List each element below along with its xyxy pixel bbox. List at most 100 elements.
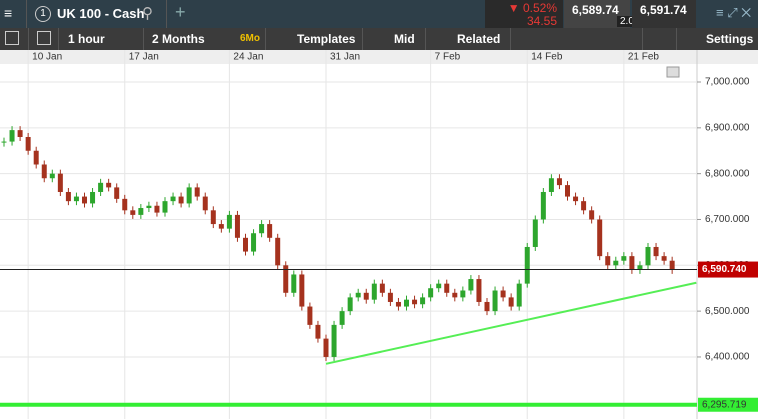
change-box: ▼ 0.52% 34.55 <box>485 0 563 28</box>
candle <box>428 288 434 298</box>
candle <box>114 187 120 199</box>
candle <box>98 182 104 192</box>
candle <box>275 237 281 266</box>
candle <box>9 130 15 142</box>
y-tick-label: 6,500.000 <box>705 306 750 317</box>
candle <box>484 301 490 312</box>
candle <box>363 292 369 300</box>
candle <box>347 297 353 312</box>
candle <box>573 196 579 202</box>
change-abs: 34.55 <box>526 14 557 28</box>
price-axis-bg <box>697 64 758 419</box>
range-badge[interactable]: 6Mo <box>240 33 260 44</box>
sell-box[interactable]: 6,589.74 <box>564 0 630 28</box>
candle <box>267 224 273 238</box>
candle <box>186 187 192 204</box>
candle <box>178 196 184 204</box>
candle <box>500 290 506 298</box>
candle <box>299 274 305 307</box>
candle <box>387 292 393 302</box>
candle <box>669 260 675 270</box>
candle <box>404 299 409 307</box>
candle <box>532 219 538 247</box>
candle <box>661 256 667 261</box>
candle <box>307 306 313 325</box>
candle <box>355 292 361 298</box>
candle <box>460 290 466 298</box>
candle <box>613 260 619 266</box>
window-icons[interactable]: ≡ ⤢ ✕ <box>716 5 752 20</box>
support-label-box <box>698 397 758 412</box>
related[interactable]: Related <box>457 32 501 46</box>
menu-icon[interactable]: ≡ <box>4 5 13 21</box>
candle <box>122 198 128 211</box>
layout-icon[interactable] <box>5 31 19 45</box>
candle <box>339 311 345 325</box>
candle <box>492 290 498 312</box>
candle <box>371 283 377 300</box>
candle <box>645 246 651 266</box>
chart: 6,400.0006,500.0006,600.0006,700.0006,80… <box>0 50 758 419</box>
candle <box>629 256 635 270</box>
instrument-bar: ≡ 1 UK 100 - Cash ⚲ + ▼ 0.52% 34.55 6,58… <box>0 0 758 28</box>
interval[interactable]: 1 hour <box>68 32 105 46</box>
add-tab[interactable]: + <box>175 2 186 22</box>
candle <box>57 173 63 192</box>
candle <box>516 283 522 307</box>
buy-price[interactable]: 6,591.74 <box>640 3 687 17</box>
price-type[interactable]: Mid <box>394 32 415 46</box>
candle <box>202 196 208 211</box>
price-label: 6,590.740 <box>702 264 747 275</box>
range[interactable]: 2 Months <box>152 32 205 46</box>
candle <box>25 136 31 151</box>
search-icon[interactable]: ⚲ <box>142 5 153 22</box>
instrument-name[interactable]: UK 100 - Cash <box>57 6 145 21</box>
x-tick-label: 14 Feb <box>531 52 563 63</box>
candle <box>589 210 595 220</box>
settings[interactable]: Settings <box>706 32 754 46</box>
candle <box>331 324 337 357</box>
candle <box>315 324 321 339</box>
templates[interactable]: Templates <box>297 32 356 46</box>
candle <box>1 141 7 143</box>
y-tick-label: 6,700.000 <box>705 214 750 225</box>
date-axis-bg <box>0 50 758 64</box>
candle <box>146 205 152 209</box>
buy-box[interactable]: 6,591.74 <box>632 0 696 28</box>
support-label: 6,295.719 <box>702 399 747 410</box>
candle <box>49 173 55 179</box>
candle <box>653 246 659 257</box>
candle <box>283 265 289 293</box>
candle <box>106 182 112 188</box>
candle <box>41 164 47 179</box>
candle <box>565 185 570 197</box>
sell-price[interactable]: 6,589.74 <box>572 3 619 17</box>
candle <box>170 196 176 202</box>
candle <box>621 256 627 261</box>
price-label-box <box>698 261 758 278</box>
instrument-badge[interactable]: 1 <box>35 6 51 22</box>
candle <box>452 292 458 298</box>
candle <box>420 297 426 305</box>
spread: 2.00 <box>617 16 643 27</box>
candle <box>251 233 257 252</box>
grid-icon[interactable] <box>37 31 51 45</box>
candle <box>597 219 603 257</box>
y-tick-label: 6,800.000 <box>705 168 750 179</box>
x-tick-label: 17 Jan <box>129 52 159 63</box>
y-tick-label: 6,400.000 <box>705 352 750 363</box>
candle <box>436 283 442 289</box>
candle <box>476 279 482 302</box>
candle <box>259 224 265 234</box>
candle <box>162 201 168 213</box>
candle <box>444 283 450 293</box>
candle <box>548 178 554 192</box>
candle <box>154 205 160 213</box>
candle <box>637 265 643 270</box>
candle <box>194 187 200 197</box>
chart-toolbar: 1 hour 2 Months 6Mo Templates Mid Relate… <box>0 28 758 50</box>
candle <box>138 208 144 215</box>
candle <box>291 274 297 293</box>
candle <box>412 299 418 305</box>
